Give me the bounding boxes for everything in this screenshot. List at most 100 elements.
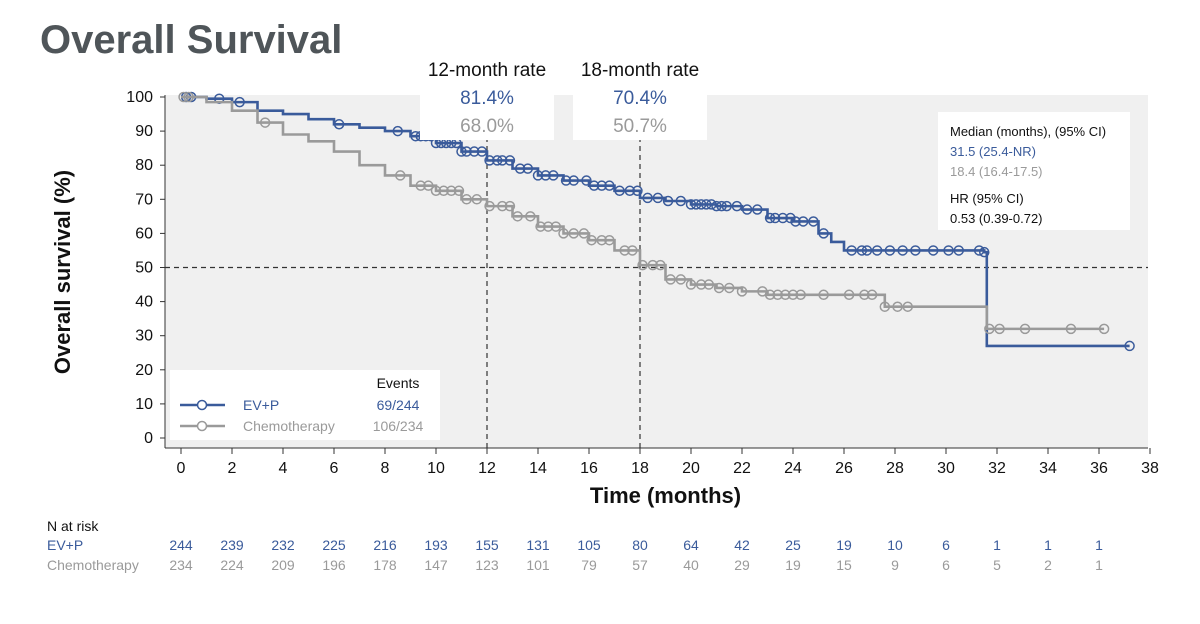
y-tick-label: 50 [135,260,153,277]
risk-value: 239 [220,537,244,553]
x-tick-label: 36 [1090,460,1108,477]
risk-value: 101 [526,557,550,573]
y-tick-label: 0 [144,430,153,447]
censor-mark [713,282,725,294]
risk-value: 19 [836,537,852,553]
x-tick-label: 16 [580,460,598,477]
rate-chemo-value: 50.7% [613,116,667,137]
censor-mark [780,289,791,301]
censor-mark [769,212,781,224]
censor-mark [476,146,488,157]
censor-mark [522,163,534,174]
censor-mark [808,216,819,227]
risk-row-label: EV+P [47,537,84,553]
risk-value: 244 [169,537,193,553]
censor-mark [884,245,896,256]
censor-mark [665,274,676,285]
censor-mark [234,96,245,108]
risk-value: 1 [1095,537,1103,553]
censor-mark [675,274,687,285]
legend-events-value: 106/234 [373,418,424,434]
y-tick-label: 90 [135,123,153,140]
censor-mark [542,221,554,232]
censor-mark [453,185,465,197]
censor-mark [588,180,600,191]
censor-mark [568,175,579,186]
censor-mark [578,228,590,239]
censor-mark [859,289,870,301]
risk-value: 5 [993,557,1001,573]
censor-mark [706,199,717,210]
censor-mark [910,245,921,256]
censor-mark [772,289,783,301]
risk-value: 225 [322,537,346,553]
risk-row-label: Chemotherapy [47,557,139,573]
risk-value: 131 [526,537,550,553]
censor-mark [469,146,480,157]
x-tick-label: 22 [733,460,751,477]
rate-ev-value: 70.4% [613,88,667,109]
censor-mark [897,245,908,256]
risk-value: 105 [577,537,601,553]
censor-mark [703,279,715,290]
censor-mark [928,245,939,256]
censor-mark [586,234,597,246]
censor-mark [647,259,658,271]
x-tick-label: 0 [177,460,186,477]
censor-mark [614,185,625,197]
page-title: Overall Survival [40,18,343,62]
legend-marker [196,399,208,411]
risk-value: 29 [734,557,750,573]
censor-mark [861,245,873,256]
censor-mark [333,119,345,130]
censor-mark [777,212,789,224]
censor-mark [471,194,483,205]
censor-mark [637,259,648,271]
censor-mark [395,170,406,181]
risk-value: 1 [1095,557,1103,573]
legend-events-header: Events [377,375,420,391]
censor-mark [716,200,727,212]
censor-mark [711,200,722,212]
x-tick-label: 38 [1141,460,1159,477]
risk-value: 40 [683,557,699,573]
censor-mark [504,155,516,166]
x-tick-label: 12 [478,460,496,477]
y-tick-label: 30 [135,328,153,345]
x-tick-label: 2 [228,460,237,477]
y-tick-label: 60 [135,225,153,242]
censor-mark [461,194,472,205]
censor-mark [512,211,523,222]
censor-mark [662,195,674,207]
risk-value: 19 [785,557,801,573]
censor-mark [259,117,271,128]
x-tick-label: 26 [835,460,853,477]
censor-mark [724,282,735,294]
x-tick-label: 10 [427,460,445,477]
censor-mark [879,301,891,312]
censor-mark [504,200,516,212]
legend-marker [196,420,208,432]
risk-value: 57 [632,557,648,573]
x-tick-label: 34 [1039,460,1057,477]
rate-box [573,50,707,140]
censor-mark [795,289,806,301]
censor-mark [994,323,1005,335]
censor-mark [392,125,403,137]
censor-mark [1124,340,1135,352]
x-axis-label: Time (months) [590,483,741,508]
median-ev-value: 31.5 (25.4-NR) [950,144,1036,159]
censor-mark [461,146,472,157]
censor-mark [497,200,508,212]
censor-mark [415,180,426,191]
censor-mark [902,301,913,312]
risk-value: 10 [887,537,903,553]
risk-value: 6 [942,557,950,573]
legend-events-value: 69/244 [377,397,420,413]
censor-mark [790,216,801,227]
y-tick-label: 70 [135,191,153,208]
censor-mark [787,289,799,301]
censor-mark [558,228,569,239]
censor-mark [438,185,449,197]
